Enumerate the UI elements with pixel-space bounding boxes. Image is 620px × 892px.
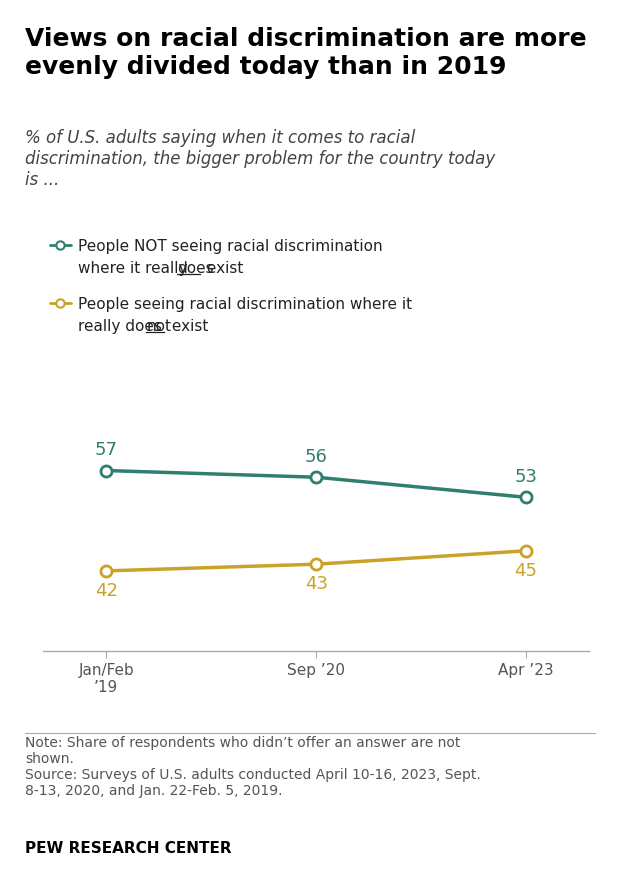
Text: where it really: where it really <box>78 261 192 277</box>
Text: People seeing racial discrimination where it: People seeing racial discrimination wher… <box>78 297 412 312</box>
Text: 57: 57 <box>95 442 118 459</box>
Text: 45: 45 <box>515 562 538 580</box>
Text: really does: really does <box>78 319 166 334</box>
Text: 43: 43 <box>304 575 328 593</box>
Text: Views on racial discrimination are more
evenly divided today than in 2019: Views on racial discrimination are more … <box>25 27 587 78</box>
Text: People NOT seeing racial discrimination: People NOT seeing racial discrimination <box>78 239 382 254</box>
Text: % of U.S. adults saying when it comes to racial
discrimination, the bigger probl: % of U.S. adults saying when it comes to… <box>25 129 495 189</box>
Text: exist: exist <box>202 261 243 277</box>
Text: exist: exist <box>167 319 209 334</box>
Text: does: does <box>177 261 213 277</box>
Text: PEW RESEARCH CENTER: PEW RESEARCH CENTER <box>25 841 231 856</box>
Text: 42: 42 <box>95 582 118 600</box>
Text: 53: 53 <box>515 468 538 486</box>
Text: Note: Share of respondents who didn’t offer an answer are not
shown.
Source: Sur: Note: Share of respondents who didn’t of… <box>25 736 480 798</box>
Text: not: not <box>146 319 171 334</box>
Text: 56: 56 <box>305 448 327 467</box>
